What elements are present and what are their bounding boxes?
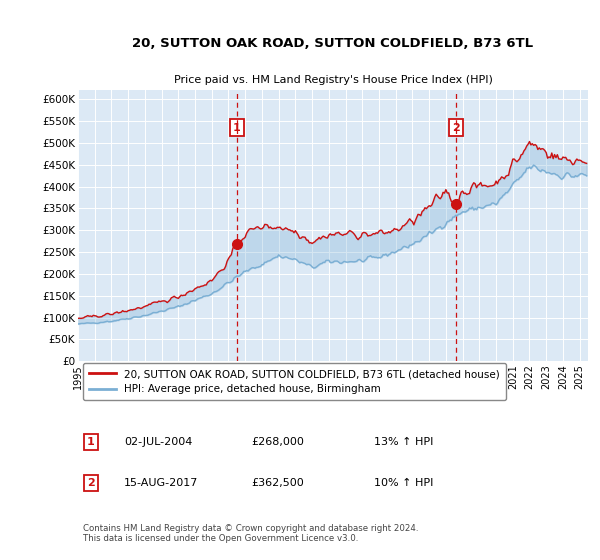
Text: 13% ↑ HPI: 13% ↑ HPI — [374, 437, 433, 447]
Text: £362,500: £362,500 — [251, 478, 304, 488]
Text: Contains HM Land Registry data © Crown copyright and database right 2024.
This d: Contains HM Land Registry data © Crown c… — [83, 524, 419, 543]
Text: £268,000: £268,000 — [251, 437, 304, 447]
Text: 2: 2 — [87, 478, 95, 488]
Text: 10% ↑ HPI: 10% ↑ HPI — [374, 478, 433, 488]
Text: Price paid vs. HM Land Registry's House Price Index (HPI): Price paid vs. HM Land Registry's House … — [173, 75, 493, 85]
Text: 02-JUL-2004: 02-JUL-2004 — [124, 437, 192, 447]
Text: 2: 2 — [452, 123, 460, 133]
Text: 20, SUTTON OAK ROAD, SUTTON COLDFIELD, B73 6TL: 20, SUTTON OAK ROAD, SUTTON COLDFIELD, B… — [133, 38, 533, 50]
Text: 1: 1 — [87, 437, 95, 447]
Text: 15-AUG-2017: 15-AUG-2017 — [124, 478, 198, 488]
Text: 1: 1 — [233, 123, 241, 133]
Legend: 20, SUTTON OAK ROAD, SUTTON COLDFIELD, B73 6TL (detached house), HPI: Average pr: 20, SUTTON OAK ROAD, SUTTON COLDFIELD, B… — [83, 363, 506, 400]
